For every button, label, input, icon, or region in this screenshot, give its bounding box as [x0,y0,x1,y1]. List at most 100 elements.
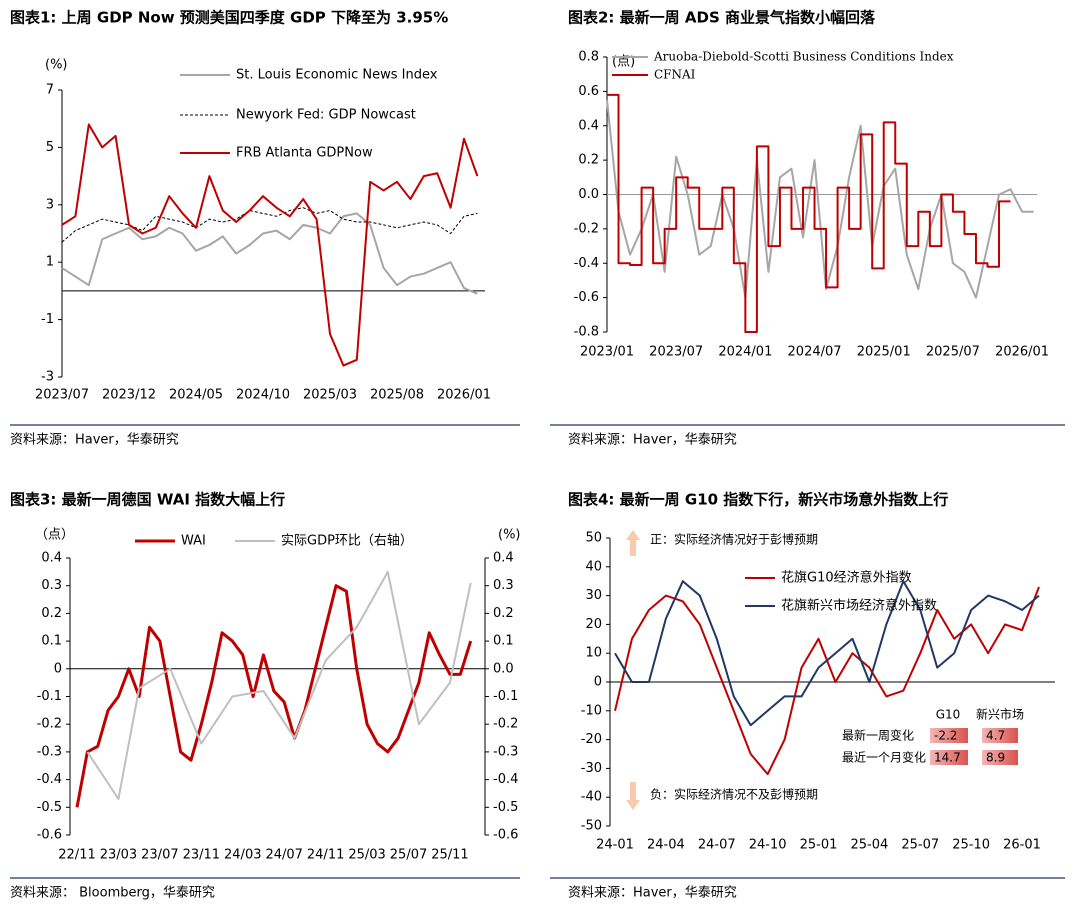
y-tick-label: -3 [41,370,54,385]
series-line [61,212,478,295]
legend-label: WAI [181,534,206,549]
y-tick-label: -0.1 [37,689,62,704]
x-tick-label: 26-01 [1003,838,1041,853]
legend-label: FRB Atlanta GDPNow [236,146,373,161]
y-tick-label: -0.2 [37,717,62,732]
y-tick-label: 50 [585,531,602,546]
annotation: 正：实际经济情况好于彭博预期 [650,532,818,547]
x-tick-label: 25-07 [901,838,939,853]
down-arrow [626,782,640,810]
x-tick-label: 23/11 [183,848,220,863]
x-tick-label: 2025/01 [857,345,911,360]
y-tick-label: 0.4 [578,118,599,133]
x-tick-label: 2026/01 [437,388,491,403]
x-tick-label: 2024/10 [236,388,290,403]
y-tick-label: 0.3 [41,578,62,593]
y-tick-label: 0 [594,675,602,690]
legend-label: Newyork Fed: GDP Nowcast [236,108,416,123]
table-header: G10 [936,708,961,722]
x-tick-label: 25-10 [952,838,990,853]
y-tick-label: 20 [585,617,602,632]
y2-tick-label: 0.3 [493,578,514,593]
y2-tick-label: 0.0 [493,661,514,676]
y-tick-label: -0.6 [574,290,599,305]
legend-label: 实际GDP环比（右轴） [281,534,413,549]
series-line [86,570,472,800]
source: 资料来源：Haver，华泰研究 [568,886,737,901]
y-tick-label: 0.6 [578,84,599,99]
y-tick-label: 1 [46,255,54,270]
chart-title: 图表1: 上周 GDP Now 预测美国四季度 GDP 下降至为 3.95% [10,9,448,27]
x-tick-label: 25/07 [390,848,427,863]
cell-bg [982,728,1018,743]
table-row-label: 最新一周变化 [842,728,914,743]
y-tick-label: -40 [581,790,602,805]
legend-label: CFNAI [654,68,696,82]
series-line [75,584,473,808]
y-tick-label: 3 [46,197,54,212]
x-tick-label: 2025/07 [926,345,980,360]
y-tick-label: 0.1 [41,634,62,649]
series-line [607,93,1011,333]
y-tick-label: -0.4 [574,256,599,271]
series-line [61,207,478,243]
cell-bg [982,750,1018,765]
x-tick-label: 25-01 [800,838,838,853]
y-tick-label: -0.3 [37,744,62,759]
x-tick-label: 23/03 [100,848,137,863]
x-tick-label: 2023/12 [102,388,156,403]
x-tick-label: 2024/01 [718,345,772,360]
x-tick-label: 24/07 [265,848,302,863]
x-tick-label: 2025/08 [370,388,424,403]
x-tick-label: 22/11 [58,848,95,863]
y-tick-label: 0.2 [578,153,599,168]
legend-label: 花旗G10经济意外指数 [781,570,912,586]
y-tick-label: 0 [54,661,62,676]
y-tick-label: -1 [41,312,54,327]
x-tick-label: 23/07 [141,848,178,863]
x-tick-label: 24-07 [698,838,736,853]
series-line [614,586,1040,776]
y-tick-label: 10 [585,646,602,661]
annotation: 负：实际经济情况不及彭博预期 [650,787,818,802]
y2-tick-label: -0.5 [493,800,518,815]
table-cell: 8.9 [986,751,1005,765]
legend-label: Aruoba-Diebold-Scotti Business Condition… [653,50,954,64]
series-line [606,99,1034,299]
cell-bg [930,728,968,743]
table-cell: -2.2 [934,729,957,743]
y-tick-label: 7 [46,83,54,98]
y2-tick-label: -0.6 [493,828,518,843]
series-line [614,580,1040,727]
y2-tick-label: -0.1 [493,689,518,704]
y-tick-label: -0.5 [37,800,62,815]
y-unit: (%) [45,58,68,73]
y-tick-label: 0.2 [41,606,62,621]
y-tick-label: -20 [581,732,602,747]
x-tick-label: 2024/07 [788,345,842,360]
x-tick-label: 2026/01 [995,345,1049,360]
y2-tick-label: -0.3 [493,744,518,759]
source: 资料来源：Haver，华泰研究 [568,433,737,448]
cell-bg [930,750,968,765]
x-tick-label: 24-01 [596,838,634,853]
y-tick-label: -0.4 [37,772,62,787]
source: 资料来源： Bloomberg，华泰研究 [10,886,215,901]
legend-label: St. Louis Economic News Index [236,68,438,83]
x-tick-label: 2024/05 [169,388,223,403]
x-tick-label: 24/11 [307,848,344,863]
y2-tick-label: 0.4 [493,551,514,566]
x-tick-label: 2025/03 [303,388,357,403]
x-tick-label: 2023/07 [35,388,89,403]
table-cell: 14.7 [934,751,961,765]
y2-tick-label: -0.2 [493,717,518,732]
y-tick-label: -30 [581,761,602,776]
y-tick-label: 5 [46,140,54,155]
y-tick-label: 40 [585,559,602,574]
y-tick-label: -0.2 [574,221,599,236]
x-tick-label: 24-04 [647,838,685,853]
y2-unit: (%) [498,528,521,543]
y-unit: （点） [35,528,74,543]
up-arrow [626,530,640,556]
